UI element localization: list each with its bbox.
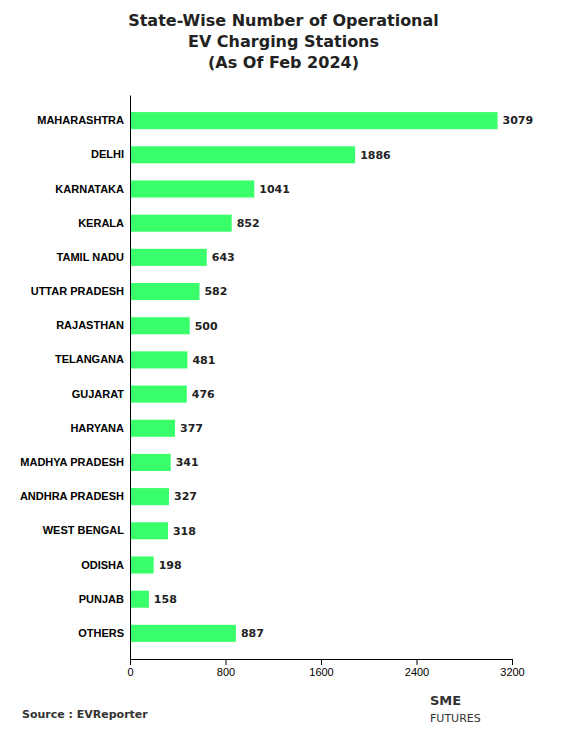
y-tick: UTTAR PRADESH — [31, 285, 124, 297]
x-tick-label: 1600 — [309, 666, 333, 678]
y-tick-label: RAJASTHAN — [56, 319, 124, 331]
x-axis: 0 800 1600 2400 3200 — [127, 659, 524, 678]
title-line: EV Charging Stations — [188, 32, 379, 51]
bar — [130, 317, 190, 334]
y-tick-label: MADHYA PRADESH — [20, 456, 124, 468]
data-label: 377 — [180, 422, 203, 435]
bar — [130, 556, 154, 573]
y-tick: WEST BENGAL — [43, 524, 125, 536]
y-tick-label: HARYANA — [70, 422, 124, 434]
x-tick: 3200 — [500, 659, 524, 678]
y-tick-label: OTHERS — [78, 627, 124, 639]
y-tick-label: ANDHRA PRADESH — [20, 490, 124, 502]
data-label: 341 — [176, 456, 199, 469]
bar — [130, 591, 149, 608]
bar — [130, 454, 171, 471]
x-axis-line — [131, 660, 513, 666]
y-tick-label: UTTAR PRADESH — [31, 285, 124, 297]
y-tick-label: PUNJAB — [79, 593, 124, 605]
x-tick-mark — [321, 659, 322, 665]
title-line: State-Wise Number of Operational — [128, 11, 439, 30]
data-label: 1886 — [360, 149, 391, 162]
data-label: 887 — [241, 627, 264, 640]
bar — [130, 215, 232, 232]
data-label: 643 — [212, 251, 235, 264]
bar — [130, 386, 187, 403]
bar — [130, 488, 169, 505]
x-tick-mark — [130, 659, 131, 665]
y-tick-label: TAMIL NADU — [57, 251, 124, 263]
bar — [130, 180, 254, 197]
y-tick: DELHI — [91, 148, 124, 160]
x-tick-mark — [226, 659, 227, 665]
bar — [130, 625, 236, 642]
bar — [130, 351, 187, 368]
y-tick: TAMIL NADU — [57, 251, 124, 263]
y-tick-label: KERALA — [78, 217, 124, 229]
plot: 0 800 1600 2400 3200 MAHARASHTRA DELHI KARNATAK… — [20, 96, 533, 678]
title-line: (As Of Feb 2024) — [208, 53, 359, 72]
y-tick: TELANGANA — [55, 353, 124, 365]
y-tick: PUNJAB — [79, 593, 124, 605]
title: State-Wise Number of Operational EV Charg… — [128, 11, 439, 72]
y-tick-label: DELHI — [91, 148, 124, 160]
bar — [130, 522, 168, 539]
x-tick-label: 2400 — [405, 666, 429, 678]
y-axis: MAHARASHTRA DELHI KARNATAKA KERALA TAMIL NAD… — [20, 96, 131, 660]
data-label: 481 — [192, 354, 215, 367]
x-tick-mark — [417, 659, 418, 665]
y-tick-label: WEST BENGAL — [43, 524, 125, 536]
y-tick-label: KARNATAKA — [55, 183, 124, 195]
chart: State-Wise Number of Operational EV Charg… — [0, 0, 567, 734]
y-tick: MADHYA PRADESH — [20, 456, 124, 468]
data-label: 198 — [159, 559, 182, 572]
y-tick-label: GUJARAT — [72, 388, 125, 400]
x-tick: 1600 — [309, 659, 333, 678]
data-label: 500 — [195, 320, 218, 333]
x-tick: 800 — [217, 659, 235, 678]
annotation: SME — [430, 693, 461, 708]
bar — [130, 249, 207, 266]
data-label: 476 — [192, 388, 215, 401]
data-label: 852 — [237, 217, 260, 230]
x-tick-label: 3200 — [500, 666, 524, 678]
data-label: 158 — [154, 593, 177, 606]
annotation: FUTURES — [430, 712, 481, 725]
y-tick-label: ODISHA — [81, 559, 124, 571]
bar — [130, 420, 175, 437]
data-label: 318 — [173, 525, 196, 538]
x-tick-mark — [512, 659, 513, 665]
x-tick-label: 0 — [127, 666, 133, 678]
data-label: 3079 — [503, 114, 534, 127]
y-axis-line — [130, 96, 131, 660]
bar — [130, 146, 355, 163]
bars — [130, 112, 498, 642]
y-tick: RAJASTHAN — [56, 319, 124, 331]
x-tick: 0 — [127, 659, 133, 678]
y-tick: HARYANA — [70, 422, 124, 434]
y-tick: GUJARAT — [72, 388, 125, 400]
bar — [130, 112, 498, 129]
data-label: 327 — [174, 490, 197, 503]
y-tick: KARNATAKA — [55, 183, 124, 195]
y-tick: ODISHA — [81, 559, 124, 571]
data-labels: 3079 1886 1041 852 643 582 500 481 476 377 341 327 3… — [154, 114, 533, 640]
bar — [130, 283, 199, 300]
x-tick: 2400 — [405, 659, 429, 678]
y-tick: KERALA — [78, 217, 124, 229]
y-tick: MAHARASHTRA — [37, 114, 124, 126]
data-label: 582 — [204, 285, 227, 298]
y-tick: ANDHRA PRADESH — [20, 490, 124, 502]
y-tick-label: MAHARASHTRA — [37, 114, 124, 126]
y-tick: OTHERS — [78, 627, 124, 639]
annotation: Source : EVReporter — [22, 708, 148, 721]
x-tick-label: 800 — [217, 666, 235, 678]
data-label: 1041 — [259, 183, 290, 196]
y-tick-label: TELANGANA — [55, 353, 124, 365]
